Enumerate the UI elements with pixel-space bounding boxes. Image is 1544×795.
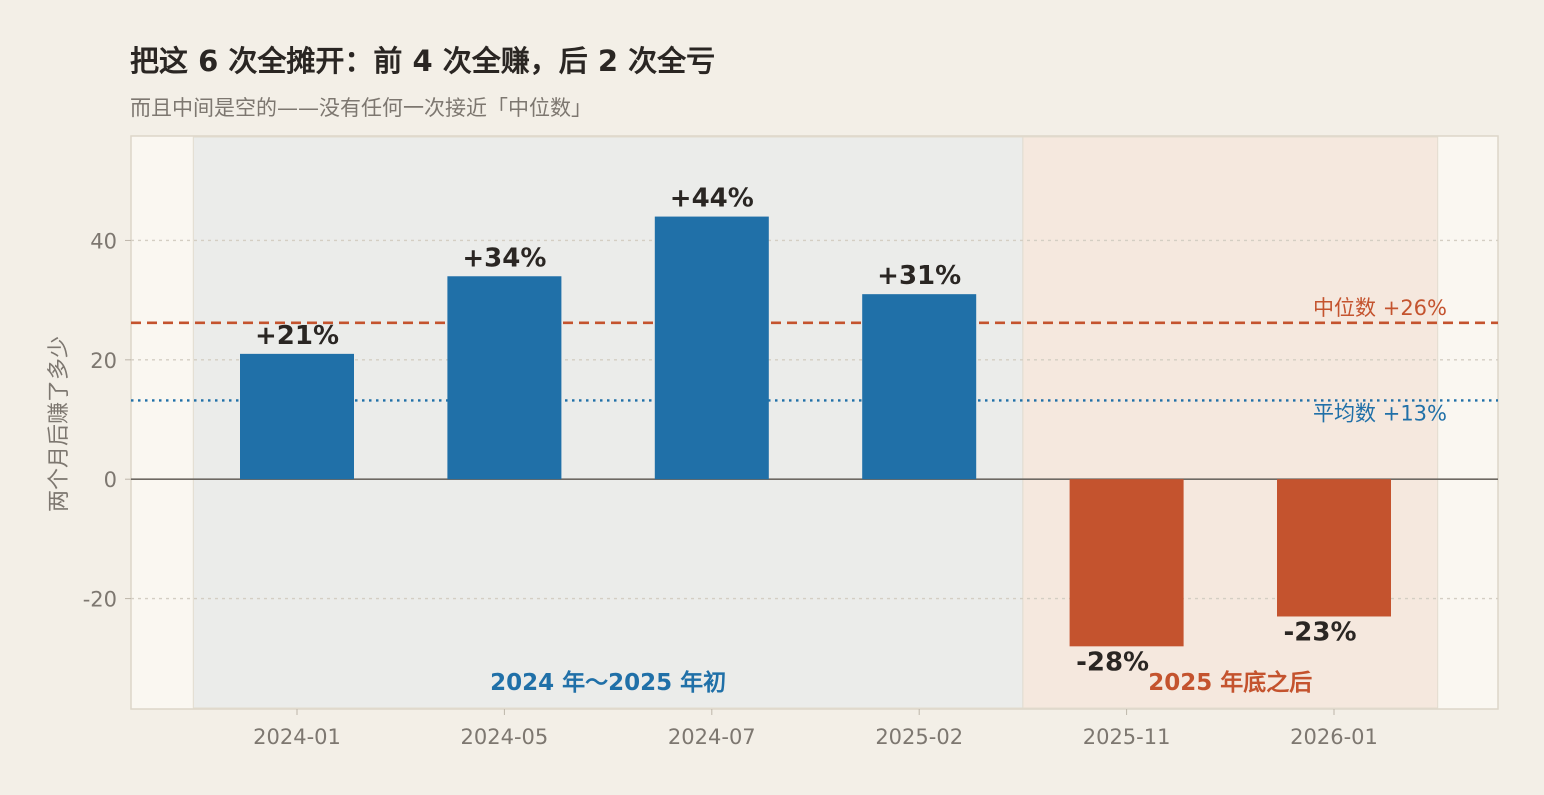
x-tick-label: 2026-01 <box>1290 725 1378 749</box>
y-tick-label: 20 <box>90 349 117 373</box>
data-label: +21% <box>255 321 339 351</box>
x-tick-label: 2024-05 <box>461 725 549 749</box>
region-label-early: 2024 年～2025 年初 <box>490 669 726 696</box>
y-tick-label: 0 <box>104 468 117 492</box>
data-label: -23% <box>1283 617 1356 647</box>
bar-2025-11 <box>1069 479 1184 647</box>
y-axis-label: 两个月后赚了多少 <box>47 336 72 512</box>
bar-2024-05 <box>447 276 562 480</box>
region-label-late: 2025 年底之后 <box>1148 669 1312 696</box>
x-tick-label: 2024-07 <box>668 725 756 749</box>
y-tick-label: 40 <box>90 229 117 253</box>
bar-2024-01 <box>240 353 354 480</box>
median-label: 中位数 +26% <box>1313 296 1447 320</box>
bar-2024-07 <box>654 216 769 480</box>
data-label: +31% <box>877 261 961 291</box>
x-tick-label: 2025-02 <box>875 725 963 749</box>
chart-title: 把这 6 次全摊开：前 4 次全赚，后 2 次全亏 <box>130 44 716 78</box>
chart-subtitle: 而且中间是空的——没有任何一次接近「中位数」 <box>130 96 592 120</box>
data-label: +34% <box>462 243 546 273</box>
bar-2025-02 <box>862 294 977 480</box>
plot-layers: 2024 年～2025 年初 2025 年底之后 40 20 0 -20 中位数 +26% 平… <box>83 135 1499 749</box>
data-label: -28% <box>1076 647 1149 677</box>
x-tick-label: 2024-01 <box>253 725 341 749</box>
y-tick-label: -20 <box>83 588 117 612</box>
data-label: +44% <box>670 184 754 214</box>
x-tick-label: 2025-11 <box>1083 725 1171 749</box>
bar-2026-01 <box>1277 479 1391 617</box>
mean-label: 平均数 +13% <box>1313 401 1447 425</box>
